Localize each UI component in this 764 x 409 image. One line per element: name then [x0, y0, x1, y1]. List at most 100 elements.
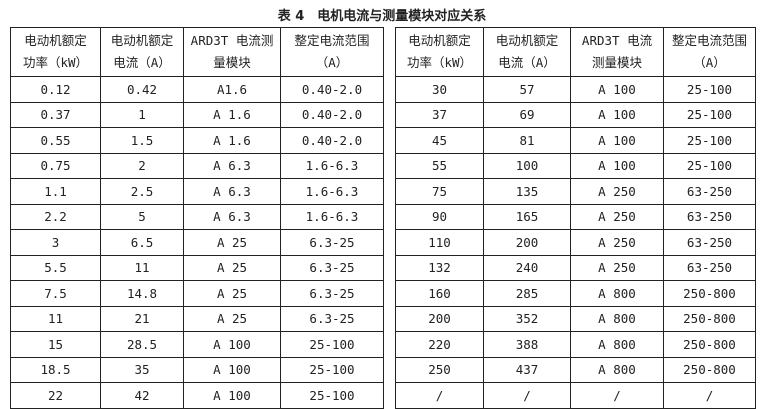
column-header: 电动机额定 功率（kW）: [10, 27, 101, 77]
table-row: 30 57 A 100 25-100: [395, 76, 756, 103]
header-line: 电流（A）: [498, 55, 556, 70]
table-row: 37 69 A 100 25-100: [395, 101, 756, 128]
table-cell: 135: [483, 178, 571, 205]
header-line: 功率（kW）: [406, 55, 473, 70]
header-line: 电动机额定: [408, 33, 471, 48]
table-cell: 160: [395, 280, 484, 307]
column-header: 电动机额定 电流（A）: [483, 27, 571, 77]
table-cell: 37: [395, 101, 484, 128]
table-cell: 69: [483, 101, 571, 128]
table-row: 5.5 11 A 25 6.3-25: [10, 254, 384, 281]
table-cell: 25-100: [663, 152, 756, 179]
table-cell: 1.6-6.3: [280, 203, 384, 230]
table-cell: 0.12: [10, 76, 101, 103]
table-row: 75 135 A 250 63-250: [395, 178, 756, 205]
table-cell: A 100: [183, 382, 281, 409]
table-cell: A 250: [570, 229, 664, 256]
table-row: 132 240 A 250 63-250: [395, 254, 756, 281]
table-cell: 250-800: [663, 356, 756, 383]
header-line: 测量模块: [591, 55, 642, 70]
table-cell: /: [570, 382, 664, 409]
table-row: 3 6.5 A 25 6.3-25: [10, 229, 384, 256]
table-cell: A 1.6: [183, 127, 281, 154]
table-cell: 90: [395, 203, 484, 230]
table-cell: 25-100: [280, 356, 384, 383]
table-cell: 14.8: [100, 280, 184, 307]
table-cell: A 100: [183, 331, 281, 358]
table-row: 250 437 A 800 250-800: [395, 356, 756, 383]
table-cell: 5: [100, 203, 184, 230]
table-cell: 1.6-6.3: [280, 152, 384, 179]
table-cell: 0.37: [10, 101, 101, 128]
right-table: 电动机额定 功率（kW） 电动机额定 电流（A） ARD3T 电流 测量模块 整定电流范围（…: [395, 27, 756, 409]
table-cell: 0.40-2.0: [280, 76, 384, 103]
table-cell: A 800: [570, 356, 664, 383]
table-cell: 1.6-6.3: [280, 178, 384, 205]
table-cell: 25-100: [280, 382, 384, 409]
table-cell: 22: [10, 382, 101, 409]
header-line: ARD3T 电流: [581, 33, 653, 48]
header-line: （A）: [693, 55, 726, 70]
header-line: 量模块: [213, 55, 251, 70]
table-cell: /: [483, 382, 571, 409]
table-row: 200 352 A 800 250-800: [395, 305, 756, 332]
table-row: 90 165 A 250 63-250: [395, 203, 756, 230]
column-header: ARD3T 电流测量模块: [183, 27, 281, 77]
table-cell: 250-800: [663, 280, 756, 307]
table-cell: 42: [100, 382, 184, 409]
table-cell: 30: [395, 76, 484, 103]
table-cell: A 25: [183, 254, 281, 281]
table-row: 0.37 1 A 1.6 0.40-2.0: [10, 101, 384, 128]
table-cell: 0.75: [10, 152, 101, 179]
column-header: 电动机额定功率（kW）: [395, 27, 484, 77]
table-cell: 7.5: [10, 280, 101, 307]
table-cell: A 100: [570, 101, 664, 128]
table-row: 110 200 A 250 63-250: [395, 229, 756, 256]
table-cell: 63-250: [663, 254, 756, 281]
table-cell: 5.5: [10, 254, 101, 281]
table-cell: A 250: [570, 203, 664, 230]
table-row: 160 285 A 800 250-800: [395, 280, 756, 307]
table-cell: 132: [395, 254, 484, 281]
table-cell: 6.3-25: [280, 280, 384, 307]
column-header: 整定电流范围 （A）: [280, 27, 384, 77]
header-line: 功率（kW）: [22, 55, 89, 70]
table-cell: 250-800: [663, 305, 756, 332]
header-line: ARD3T 电流测: [190, 33, 274, 48]
table-cell: 63-250: [663, 229, 756, 256]
table-cell: 0.40-2.0: [280, 127, 384, 154]
column-header: ARD3T 电流测量模块: [570, 27, 664, 77]
table-cell: 1: [100, 101, 184, 128]
table-cell: 0.55: [10, 127, 101, 154]
table-cell: 63-250: [663, 203, 756, 230]
table-cell: 15: [10, 331, 101, 358]
table-cell: 63-250: [663, 178, 756, 205]
table-row: 7.5 14.8 A 25 6.3-25: [10, 280, 384, 307]
table-cell: 437: [483, 356, 571, 383]
table-cell: 100: [483, 152, 571, 179]
header-line: 整定电流范围: [294, 33, 370, 48]
table-cell: A 6.3: [183, 203, 281, 230]
table-cell: A 800: [570, 331, 664, 358]
table-cell: 110: [395, 229, 484, 256]
table-cell: A 250: [570, 178, 664, 205]
table-cell: 6.3-25: [280, 254, 384, 281]
table-row: 55 100 A 100 25-100: [395, 152, 756, 179]
table-cell: 11: [100, 254, 184, 281]
table-cell: A 25: [183, 229, 281, 256]
table-cell: A1.6: [183, 76, 281, 103]
table-row: 22 42 A 100 25-100: [10, 382, 384, 409]
table-row: 0.55 1.5 A 1.6 0.40-2.0: [10, 127, 384, 154]
table-cell: A 6.3: [183, 152, 281, 179]
table-cell: A 6.3: [183, 178, 281, 205]
table-row: 2.2 5 A 6.3 1.6-6.3: [10, 203, 384, 230]
table-cell: 6.3-25: [280, 229, 384, 256]
header-line: 电动机额定: [110, 33, 174, 48]
table-cell: 0.40-2.0: [280, 101, 384, 128]
table-title: 表 4 电机电流与测量模块对应关系: [277, 9, 487, 24]
table-cell: A 1.6: [183, 101, 281, 128]
table-row: 18.5 35 A 100 25-100: [10, 356, 384, 383]
table-cell: 250: [395, 356, 484, 383]
table-cell: 220: [395, 331, 484, 358]
table-cell: 57: [483, 76, 571, 103]
